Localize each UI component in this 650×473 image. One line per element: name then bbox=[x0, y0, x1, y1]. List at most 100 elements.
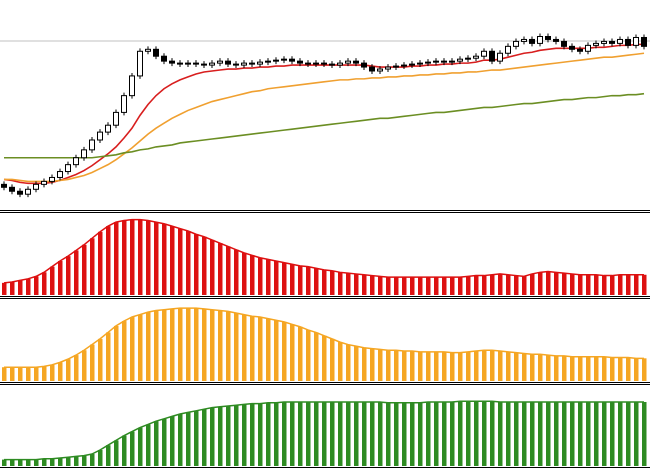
histogram-bar bbox=[434, 402, 439, 466]
histogram-bar bbox=[482, 275, 487, 295]
candle-body bbox=[89, 139, 95, 151]
histogram-bar bbox=[402, 402, 407, 466]
histogram-bar bbox=[402, 277, 407, 295]
histogram-bar bbox=[362, 347, 367, 381]
histogram-bar bbox=[298, 326, 303, 381]
histogram-bar bbox=[546, 402, 551, 466]
histogram-bar bbox=[482, 350, 487, 381]
candle-body bbox=[289, 58, 295, 62]
histogram-bar bbox=[82, 455, 87, 466]
histogram-bar bbox=[634, 358, 639, 381]
histogram-bar bbox=[346, 344, 351, 381]
histogram-bar bbox=[162, 309, 167, 381]
histogram-bar bbox=[210, 239, 215, 295]
candle-body bbox=[529, 38, 535, 44]
histogram-bar bbox=[186, 231, 191, 295]
candle-body bbox=[505, 45, 511, 54]
histogram-bar bbox=[194, 308, 199, 381]
histogram-bar bbox=[426, 402, 431, 466]
candle-body bbox=[497, 52, 503, 62]
histogram-bar bbox=[242, 252, 247, 295]
histogram-bar bbox=[290, 324, 295, 381]
histogram-bar bbox=[18, 280, 23, 295]
histogram-bar bbox=[562, 355, 567, 381]
histogram-bar bbox=[322, 335, 327, 381]
histogram-bar bbox=[170, 308, 175, 381]
candle-body bbox=[353, 60, 359, 64]
histogram-bar bbox=[106, 332, 111, 381]
candle-body bbox=[297, 60, 303, 64]
histogram-bar bbox=[74, 250, 79, 295]
candle-body bbox=[425, 61, 431, 64]
histogram-bar bbox=[562, 273, 567, 295]
histogram-bar bbox=[394, 350, 399, 381]
histogram-bar bbox=[58, 260, 63, 295]
histogram-bar bbox=[618, 274, 623, 295]
histogram-bar bbox=[146, 424, 151, 466]
histogram-bar bbox=[466, 276, 471, 295]
histogram-bar bbox=[442, 402, 447, 466]
histogram-bar bbox=[258, 317, 263, 381]
histogram-bar bbox=[458, 352, 463, 381]
histogram-bar bbox=[2, 459, 7, 466]
histogram-bar bbox=[98, 450, 103, 466]
candle-body bbox=[121, 95, 127, 113]
histogram-bar bbox=[114, 222, 119, 295]
candle-body bbox=[113, 111, 119, 126]
histogram-bar bbox=[130, 431, 135, 466]
histogram-bar bbox=[530, 402, 535, 466]
histogram-bar bbox=[386, 350, 391, 381]
histogram-bar bbox=[250, 403, 255, 466]
histogram-bar bbox=[618, 402, 623, 466]
histogram-bar bbox=[426, 351, 431, 381]
histogram-bar bbox=[282, 402, 287, 466]
histogram-bar bbox=[522, 353, 527, 381]
histogram-bar bbox=[274, 402, 279, 466]
histogram-bar bbox=[210, 309, 215, 381]
candle-body bbox=[321, 62, 327, 65]
histogram-bar bbox=[34, 367, 39, 381]
histogram-bar bbox=[66, 457, 71, 466]
candle-body bbox=[521, 38, 527, 42]
histogram-bar bbox=[306, 329, 311, 381]
histogram-bar bbox=[98, 231, 103, 295]
candle-body bbox=[409, 63, 415, 66]
candle-body bbox=[153, 48, 159, 57]
candle-body bbox=[537, 36, 543, 44]
candle-body bbox=[281, 58, 287, 61]
histogram-outline bbox=[3, 218, 644, 284]
histogram-bar bbox=[250, 255, 255, 295]
candle-body bbox=[57, 171, 63, 178]
candle-body bbox=[625, 38, 631, 46]
candle-body bbox=[65, 164, 71, 173]
histogram-bar bbox=[362, 402, 367, 466]
candle-body bbox=[465, 57, 471, 60]
histogram-bar bbox=[554, 272, 559, 295]
candle-body bbox=[233, 63, 239, 66]
histogram-bar bbox=[554, 402, 559, 466]
histogram-bar bbox=[642, 402, 647, 466]
histogram-bar bbox=[186, 412, 191, 466]
histogram-bar bbox=[626, 402, 631, 466]
histogram-bar bbox=[122, 220, 127, 295]
histogram-bar bbox=[322, 269, 327, 295]
histogram-bar bbox=[506, 274, 511, 295]
histogram-bar bbox=[290, 264, 295, 295]
histogram-bar bbox=[154, 421, 159, 466]
histogram-bar bbox=[570, 402, 575, 466]
histogram-bar bbox=[338, 342, 343, 381]
histogram-bar bbox=[370, 402, 375, 466]
histogram-bar bbox=[194, 410, 199, 466]
histogram-bar bbox=[130, 219, 135, 295]
candle-body bbox=[97, 131, 103, 141]
histogram-bar bbox=[562, 402, 567, 466]
histogram-bar bbox=[474, 275, 479, 295]
candle-body bbox=[449, 60, 455, 63]
histogram-bar bbox=[218, 310, 223, 381]
histogram-bar bbox=[18, 459, 23, 466]
histogram-bar bbox=[298, 402, 303, 466]
histogram-bar bbox=[570, 356, 575, 381]
histogram-bar bbox=[506, 351, 511, 381]
candle-body bbox=[569, 45, 575, 50]
histogram-bar bbox=[306, 266, 311, 295]
